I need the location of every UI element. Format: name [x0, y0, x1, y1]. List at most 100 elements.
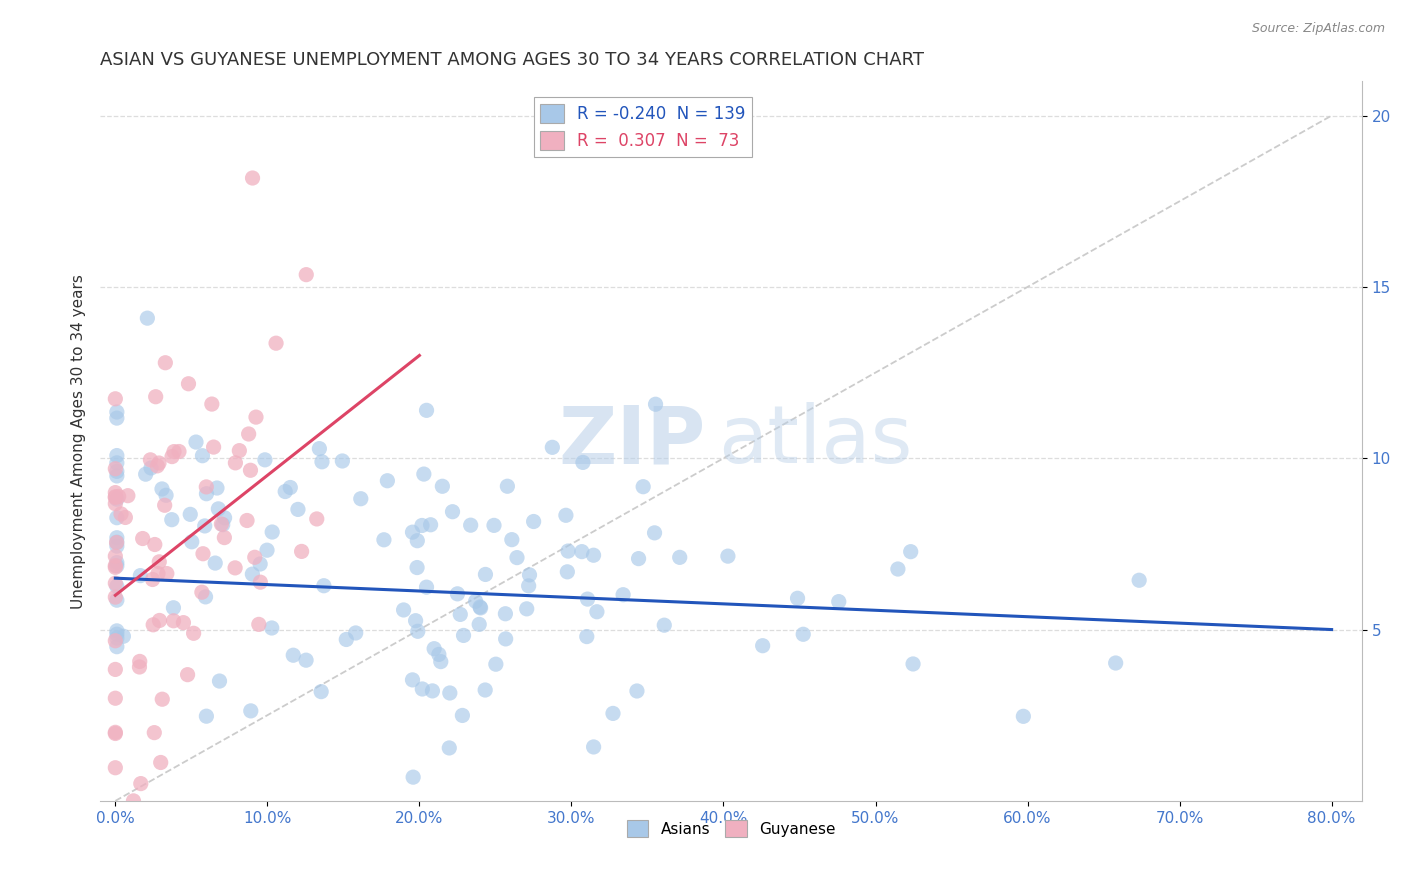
- Point: [557, 544, 579, 558]
- Point: [149, 756, 172, 770]
- Point: [143, 725, 166, 739]
- Point: [155, 356, 177, 370]
- Point: [751, 639, 773, 653]
- Point: [105, 579, 128, 593]
- Point: [104, 392, 127, 406]
- Point: [262, 524, 284, 539]
- Point: [464, 594, 486, 608]
- Point: [256, 543, 278, 558]
- Point: [160, 513, 183, 527]
- Point: [474, 567, 496, 582]
- Point: [278, 481, 301, 495]
- Point: [602, 706, 624, 721]
- Point: [148, 614, 170, 628]
- Point: [156, 566, 179, 581]
- Point: [105, 631, 128, 645]
- Point: [129, 568, 152, 582]
- Legend: Asians, Guyanese: Asians, Guyanese: [620, 814, 842, 844]
- Point: [523, 515, 546, 529]
- Point: [104, 560, 127, 574]
- Point: [652, 618, 675, 632]
- Point: [1105, 656, 1128, 670]
- Point: [373, 533, 395, 547]
- Point: [572, 455, 595, 469]
- Point: [260, 621, 283, 635]
- Point: [177, 376, 200, 391]
- Point: [295, 653, 318, 667]
- Point: [104, 462, 127, 476]
- Point: [415, 580, 437, 594]
- Point: [541, 440, 564, 454]
- Point: [446, 587, 468, 601]
- Point: [105, 558, 128, 573]
- Point: [506, 550, 529, 565]
- Point: [901, 657, 924, 671]
- Point: [110, 507, 132, 521]
- Point: [163, 444, 186, 458]
- Point: [224, 561, 246, 575]
- Point: [1128, 574, 1150, 588]
- Point: [105, 531, 128, 545]
- Point: [411, 681, 433, 696]
- Point: [107, 490, 129, 504]
- Point: [162, 614, 184, 628]
- Point: [211, 517, 233, 532]
- Point: [104, 549, 127, 564]
- Point: [105, 593, 128, 607]
- Point: [214, 531, 236, 545]
- Point: [495, 632, 517, 646]
- Point: [243, 550, 266, 565]
- Point: [191, 449, 214, 463]
- Point: [305, 512, 328, 526]
- Point: [274, 484, 297, 499]
- Point: [432, 479, 454, 493]
- Point: [401, 673, 423, 687]
- Point: [145, 390, 167, 404]
- Point: [612, 588, 634, 602]
- Point: [501, 533, 523, 547]
- Point: [470, 601, 492, 615]
- Point: [1012, 709, 1035, 723]
- Point: [900, 544, 922, 558]
- Point: [308, 442, 330, 456]
- Point: [238, 427, 260, 442]
- Point: [105, 464, 128, 478]
- Point: [209, 516, 232, 531]
- Point: [392, 603, 415, 617]
- Point: [236, 514, 259, 528]
- Point: [180, 534, 202, 549]
- Point: [104, 497, 127, 511]
- Point: [422, 684, 444, 698]
- Point: [129, 776, 152, 790]
- Point: [224, 456, 246, 470]
- Point: [245, 410, 267, 425]
- Point: [311, 455, 333, 469]
- Text: Source: ZipAtlas.com: Source: ZipAtlas.com: [1251, 22, 1385, 36]
- Point: [146, 566, 169, 581]
- Point: [105, 449, 128, 463]
- Point: [644, 525, 666, 540]
- Point: [167, 444, 190, 458]
- Point: [423, 641, 446, 656]
- Point: [468, 599, 491, 614]
- Point: [786, 591, 808, 606]
- Point: [240, 567, 263, 582]
- Point: [239, 704, 262, 718]
- Point: [631, 480, 654, 494]
- Point: [474, 683, 496, 698]
- Point: [105, 624, 128, 638]
- Point: [557, 565, 579, 579]
- Point: [194, 519, 217, 533]
- Point: [335, 632, 357, 647]
- Point: [135, 467, 157, 482]
- Point: [202, 440, 225, 454]
- Point: [160, 450, 183, 464]
- Point: [104, 725, 127, 739]
- Point: [205, 481, 228, 495]
- Point: [439, 741, 461, 756]
- Point: [887, 562, 910, 576]
- Point: [139, 453, 162, 467]
- Point: [668, 550, 690, 565]
- Point: [148, 456, 170, 470]
- Point: [412, 467, 434, 481]
